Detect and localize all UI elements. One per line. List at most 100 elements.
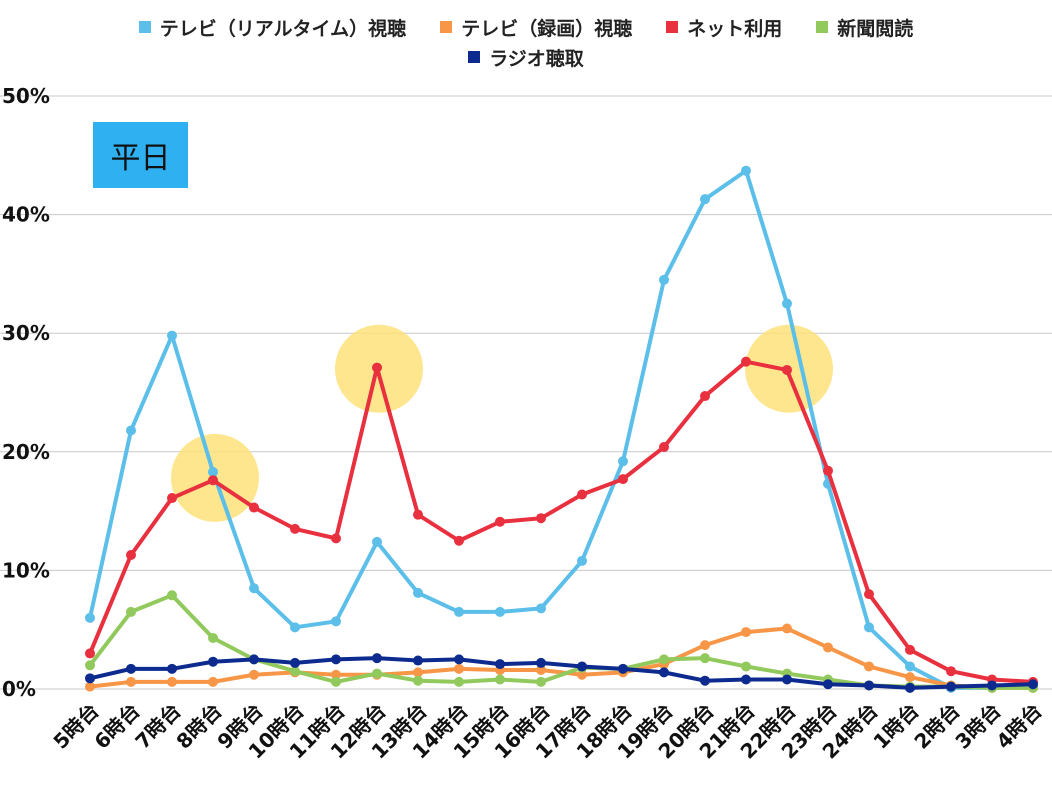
data-point [413,509,423,520]
data-point [987,680,997,691]
data-point [495,674,505,685]
legend-item-newspaper: 新聞閲読 [816,14,913,41]
data-point [126,663,136,674]
panel-label-badge: 平日 [93,122,188,188]
data-point [741,356,751,367]
legend-row-2: ラジオ聴取 [0,42,1052,72]
series-line-4 [88,656,1035,690]
legend-label-tv-realtime: テレビ（リアルタイム）視聴 [159,17,407,40]
legend-item-radio: ラジオ聴取 [468,44,584,71]
data-point [577,555,587,566]
legend: テレビ（リアルタイム）視聴 テレビ（録画）視聴 ネット利用 新聞閲読 ラジオ聴取 [0,12,1052,72]
x-tick-label: 7時台 [130,699,185,754]
data-point [126,676,136,687]
data-point [208,676,218,687]
legend-swatch-newspaper [816,21,829,33]
data-point [126,425,136,436]
data-point [331,676,341,687]
data-point [495,606,505,617]
data-point [167,590,177,601]
data-point [864,589,874,600]
data-point [372,362,382,373]
data-point [454,654,464,665]
data-point [495,516,505,527]
legend-item-tv-recorded: テレビ（録画）視聴 [440,14,632,41]
data-point [905,644,915,655]
y-tick-label: 20% [2,440,50,464]
x-tick-label: 6時台 [89,699,144,754]
data-point [782,364,792,375]
legend-swatch-internet [666,21,679,33]
y-tick-label: 0% [2,677,36,701]
data-point [208,466,218,477]
data-point [905,682,915,693]
data-point [659,654,669,665]
x-tick-label: 2時台 [909,699,964,754]
data-point [167,330,177,341]
series-line-1 [88,626,1035,690]
data-point [290,666,300,677]
data-point [249,669,259,680]
data-point [741,661,751,672]
series-line-2 [88,359,1035,684]
data-point [413,587,423,598]
data-point [290,622,300,633]
data-point [659,442,669,453]
y-tick-label: 50% [2,84,50,108]
legend-row-1: テレビ（リアルタイム）視聴 テレビ（録画）視聴 ネット利用 新聞閲読 [0,12,1052,42]
data-point [126,606,136,617]
legend-label-radio: ラジオ聴取 [489,47,584,70]
data-point [454,535,464,546]
data-point [700,675,710,686]
data-point [536,513,546,524]
data-point [782,298,792,309]
data-point [126,549,136,560]
data-point [85,681,95,692]
data-point [700,640,710,651]
data-point [577,669,587,680]
data-point [167,676,177,687]
data-point [741,627,751,638]
legend-item-internet: ネット利用 [666,14,782,41]
data-point [454,676,464,687]
data-point [823,679,833,690]
data-point [372,668,382,679]
data-point [249,654,259,665]
data-point [659,274,669,285]
legend-swatch-tv-realtime [138,21,151,33]
data-point [85,673,95,684]
data-point [495,659,505,670]
data-point [618,456,628,467]
data-point [659,667,669,678]
legend-swatch-radio [468,51,481,63]
data-point [454,606,464,617]
legend-label-internet: ネット利用 [687,17,783,40]
y-tick-label: 40% [2,203,50,227]
data-point [290,657,300,668]
data-point [946,666,956,677]
data-point [823,465,833,476]
data-point [577,661,587,672]
data-point [85,612,95,623]
data-point [700,391,710,402]
data-point [577,489,587,500]
data-point [372,536,382,547]
data-point [741,674,751,685]
data-point [864,622,874,633]
data-point [249,583,259,594]
data-point [864,661,874,672]
legend-label-tv-recorded: テレビ（録画）視聴 [461,17,633,40]
x-tick-label: 3時台 [950,699,1005,754]
data-point [536,657,546,668]
data-point [331,654,341,665]
data-point [536,603,546,614]
data-point [167,493,177,504]
x-tick-label: 8時台 [171,699,226,754]
data-point [208,656,218,667]
data-point [741,165,751,176]
data-point [905,661,915,672]
data-point [536,676,546,687]
data-point [700,653,710,664]
data-point [413,667,423,678]
